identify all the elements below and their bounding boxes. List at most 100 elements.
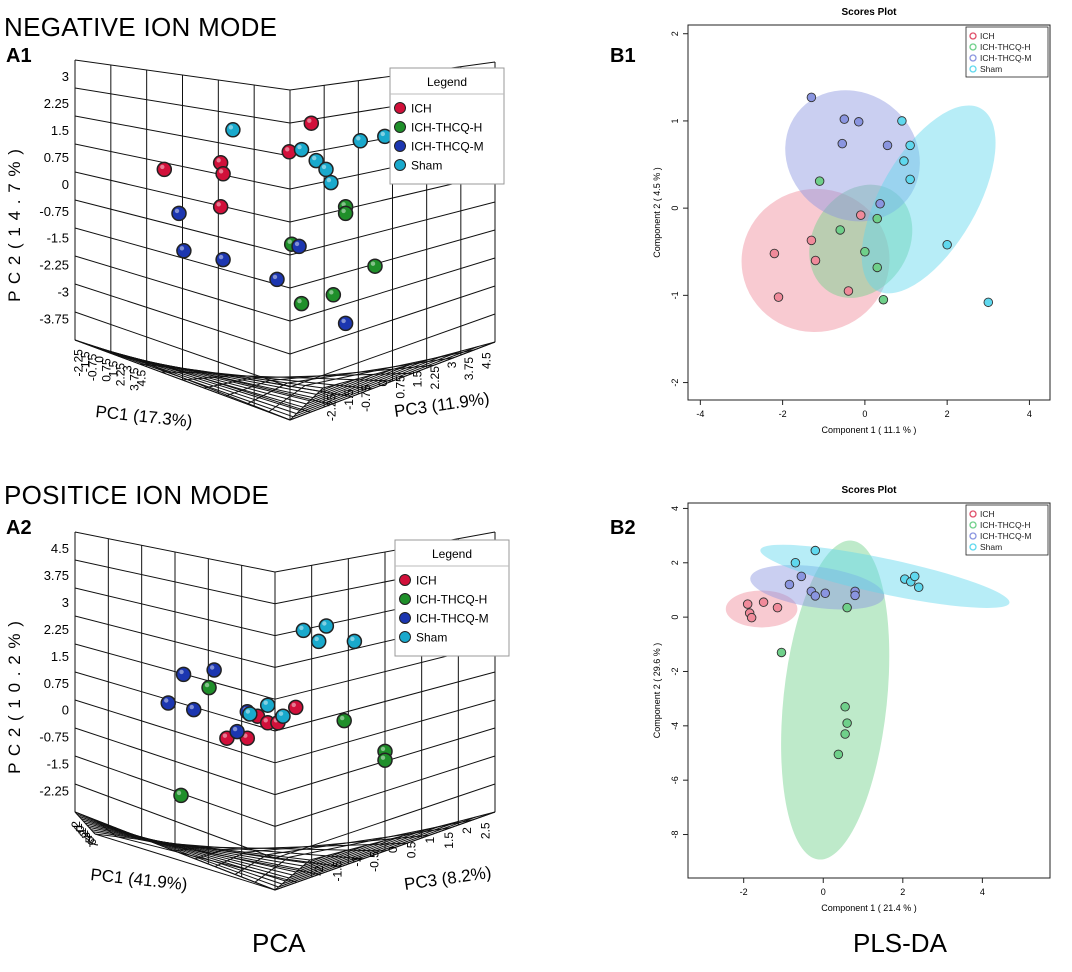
data-point-ich-thcq-m bbox=[337, 315, 354, 332]
legend-marker-ich bbox=[394, 102, 406, 114]
data-point-ich-thcq-h bbox=[377, 752, 393, 768]
legend-title: Legend bbox=[427, 75, 467, 89]
pc3-tick-label: 1.5 bbox=[411, 370, 425, 387]
floor-gridline bbox=[288, 830, 422, 879]
floor-gridline bbox=[285, 825, 440, 882]
floor-gridline bbox=[94, 833, 311, 861]
x-tick-label: -2 bbox=[779, 409, 787, 419]
pc3-tick-label: 0 bbox=[386, 846, 400, 853]
y-tick-label: 0 bbox=[670, 615, 680, 620]
legend-label-sham: Sham bbox=[416, 631, 447, 645]
pc2-tick-label: 3 bbox=[62, 595, 69, 610]
plot-title: Scores Plot bbox=[841, 7, 897, 18]
x-axis-label: Component 1 ( 21.4 % ) bbox=[821, 903, 917, 913]
floor-gridline bbox=[202, 846, 386, 852]
pc1-tick-label: -0.75 bbox=[86, 353, 100, 381]
y-tick-label: -6 bbox=[670, 776, 680, 784]
pc2-axis-label: P C 2 ( 1 4 . 7 % ) bbox=[5, 148, 24, 302]
point-highlight bbox=[160, 164, 165, 170]
floor-gridline bbox=[225, 380, 270, 397]
pc3-tick-label: 2 bbox=[460, 827, 474, 834]
legend-label-ich-thcq-h: ICH-THCQ-H bbox=[980, 42, 1031, 52]
x-tick-label: 2 bbox=[900, 887, 905, 897]
point-highlight bbox=[380, 746, 386, 752]
pc2-tick-label: -2.25 bbox=[39, 258, 69, 273]
legend-marker-ich bbox=[969, 510, 977, 518]
pc1-tick-label: 3 bbox=[121, 365, 135, 372]
data-point-ich-thcq-m bbox=[215, 251, 231, 268]
legend-label-ich: ICH bbox=[980, 509, 995, 519]
pc1-tick-label: 0 bbox=[93, 356, 107, 363]
point-highlight bbox=[222, 733, 228, 738]
y-axis-label: Component 2 ( 29.6 % ) bbox=[652, 643, 662, 739]
data-point-ich-thcq-h bbox=[842, 602, 852, 613]
point-highlight bbox=[218, 254, 224, 260]
data-point-sham bbox=[293, 141, 310, 158]
point-highlight bbox=[228, 125, 234, 130]
pc3-tick-label: -1.5 bbox=[342, 389, 356, 410]
data-point-sham bbox=[897, 116, 907, 126]
x-tick-label: 0 bbox=[821, 887, 826, 897]
confidence-ellipse-ich bbox=[725, 590, 798, 628]
data-point-sham bbox=[346, 633, 363, 650]
legend-label-ich: ICH bbox=[411, 102, 432, 116]
pc3-tick-label: -1 bbox=[349, 856, 363, 867]
point-highlight bbox=[322, 621, 327, 626]
floor-gridline bbox=[302, 849, 348, 867]
legend-label-ich-thcq-m: ICH-THCQ-M bbox=[411, 140, 484, 154]
pc2-tick-label: -3 bbox=[57, 285, 69, 300]
pc2-tick-label: 3 bbox=[62, 69, 69, 84]
point-highlight bbox=[272, 274, 278, 280]
floor-gridline bbox=[309, 811, 496, 861]
pc3-tick-label: -0.5 bbox=[368, 851, 382, 872]
panel-label-a1: A1 bbox=[6, 45, 32, 67]
pca-3d-chart-negative: 32.251.50.750-0.75-1.5-2.25-3-3.75-2.25-… bbox=[5, 59, 505, 431]
floor-gridline bbox=[245, 834, 430, 853]
pc2-tick-label: -1.5 bbox=[47, 757, 69, 772]
legend-marker-ich-thcq-h bbox=[969, 521, 977, 529]
pca-3d-chart-positive: 4.53.7532.251.50.750-0.75-1.5-2.25-2-101… bbox=[5, 531, 510, 894]
pc1-tick-label: -1 bbox=[71, 823, 85, 834]
legend-label-ich: ICH bbox=[416, 574, 437, 588]
data-point-ich-thcq-m bbox=[171, 205, 187, 222]
floor-gridline bbox=[234, 854, 268, 875]
pc3-tick-label: 4.5 bbox=[479, 352, 493, 369]
legend-label-sham: Sham bbox=[411, 159, 442, 173]
floor-gridline bbox=[233, 375, 393, 382]
pc1-tick-label: 5 bbox=[83, 836, 97, 843]
point-highlight bbox=[329, 290, 334, 295]
data-point-ich-thcq-h bbox=[201, 679, 217, 696]
data-point-sham bbox=[295, 622, 312, 639]
floor-gridline bbox=[295, 840, 385, 873]
pc2-tick-label: 1.5 bbox=[51, 649, 69, 664]
data-point-ich-thcq-h bbox=[337, 205, 354, 222]
point-highlight bbox=[176, 790, 182, 796]
data-point-sham bbox=[810, 545, 821, 556]
data-point-ich-thcq-m bbox=[176, 243, 192, 259]
y-tick-label: 1 bbox=[670, 118, 680, 123]
pc2-tick-label: 0.75 bbox=[44, 150, 69, 165]
data-point-sham bbox=[323, 174, 339, 191]
data-point-ich bbox=[773, 292, 784, 302]
legend-box bbox=[965, 504, 1049, 556]
data-point-ich bbox=[742, 599, 753, 609]
data-point-ich bbox=[769, 248, 780, 259]
floor-gridline bbox=[254, 856, 289, 883]
point-highlight bbox=[370, 261, 376, 266]
floor-gridline bbox=[305, 349, 475, 386]
plsda-chart-positive: Scores Plot -2 0 2 4 -8 -6 -4 -2 0 2 4 Component 1 (… bbox=[652, 485, 1051, 913]
data-point-ich bbox=[212, 199, 229, 215]
pc3-tick-label: -2.25 bbox=[325, 393, 339, 421]
pc3-tick-label: -2 bbox=[312, 865, 326, 876]
x-axis-label: Component 1 ( 11.1 % ) bbox=[822, 425, 917, 435]
pc2-tick-label: 2.25 bbox=[44, 622, 69, 637]
pc1-axis-label: PC1 (41.9%) bbox=[90, 865, 189, 894]
pc2-tick-label: 1.5 bbox=[51, 123, 69, 138]
point-highlight bbox=[179, 669, 184, 675]
plot-frame bbox=[687, 502, 1051, 879]
pc2-axis-label: P C 2 ( 1 0 . 2 % ) bbox=[5, 620, 24, 774]
panel-label-b2: B2 bbox=[610, 517, 636, 539]
plot-title: Scores Plot bbox=[841, 485, 897, 496]
y-tick-label: -1 bbox=[670, 291, 680, 299]
data-point-ich bbox=[303, 115, 320, 131]
